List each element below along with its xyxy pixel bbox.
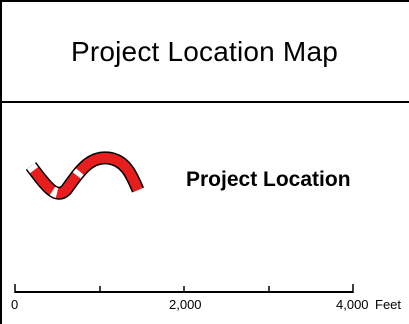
scale-tick-0: 0 <box>11 297 19 312</box>
map-title: Project Location Map <box>70 35 339 67</box>
scale-unit: Feet <box>375 297 402 312</box>
legend-label-project-location: Project Location <box>186 168 351 191</box>
title-box: Project Location Map <box>0 2 409 103</box>
scale-tick-2000: 2,000 <box>169 297 202 312</box>
scale-tick-4000: 4,000 <box>336 297 369 312</box>
